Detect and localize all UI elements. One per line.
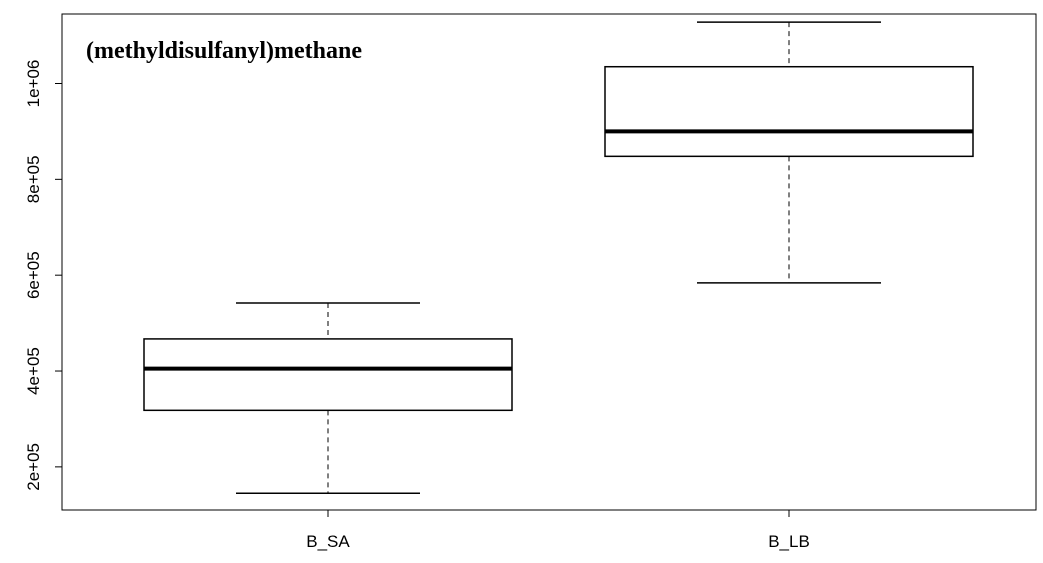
y-tick-label: 2e+05 xyxy=(24,443,43,491)
plot-frame xyxy=(61,13,1037,511)
box-b-sa xyxy=(143,302,513,494)
y-tick-label: 1e+06 xyxy=(24,60,43,108)
x-tick-label: B_LB xyxy=(768,532,810,551)
y-axis: 2e+05 4e+05 6e+05 8e+05 1e+06 xyxy=(24,60,62,491)
y-tick-label: 6e+05 xyxy=(24,251,43,299)
iqr-box xyxy=(143,338,513,412)
x-axis: B_SA B_LB xyxy=(306,510,810,551)
box-series xyxy=(143,21,974,494)
chart-title: (methyldisulfanyl)methane xyxy=(86,38,362,64)
y-tick-label: 8e+05 xyxy=(24,155,43,203)
iqr-box xyxy=(604,65,974,158)
box-b-lb xyxy=(604,21,974,284)
x-tick-label: B_SA xyxy=(306,532,350,551)
y-tick-label: 4e+05 xyxy=(24,347,43,395)
